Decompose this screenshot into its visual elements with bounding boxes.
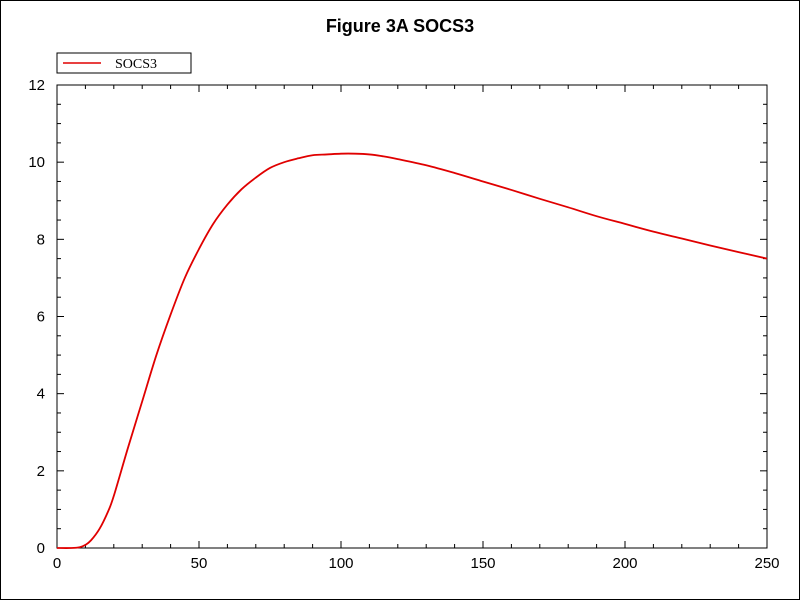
y-tick-label: 12 <box>28 77 45 94</box>
y-tick-label: 4 <box>37 386 45 403</box>
y-tick-labels: 0 2 4 6 8 10 12 <box>28 77 45 557</box>
x-tick-label: 200 <box>612 555 637 572</box>
plot-area <box>56 84 768 549</box>
y-tick-label: 10 <box>28 154 45 171</box>
x-tick-label: 100 <box>328 555 353 572</box>
x-tick-labels: 0 50 100 150 200 250 <box>53 555 780 572</box>
y-tick-label: 6 <box>37 309 45 326</box>
x-tick-label: 50 <box>191 555 208 572</box>
major-ticks <box>56 84 768 549</box>
x-tick-label: 250 <box>754 555 779 572</box>
y-tick-label: 2 <box>37 463 45 480</box>
legend-box <box>56 52 192 74</box>
chart-title: Figure 3A SOCS3 <box>326 16 474 36</box>
y-tick-label: 0 <box>37 540 45 557</box>
legend: SOCS3 <box>56 52 192 74</box>
legend-entry: SOCS3 <box>115 57 157 72</box>
minor-ticks <box>57 85 767 548</box>
x-tick-label: 0 <box>53 555 61 572</box>
y-tick-label: 8 <box>37 231 45 248</box>
series-line-socs3 <box>56 152 768 549</box>
series-layer <box>56 152 768 549</box>
x-tick-label: 150 <box>470 555 495 572</box>
